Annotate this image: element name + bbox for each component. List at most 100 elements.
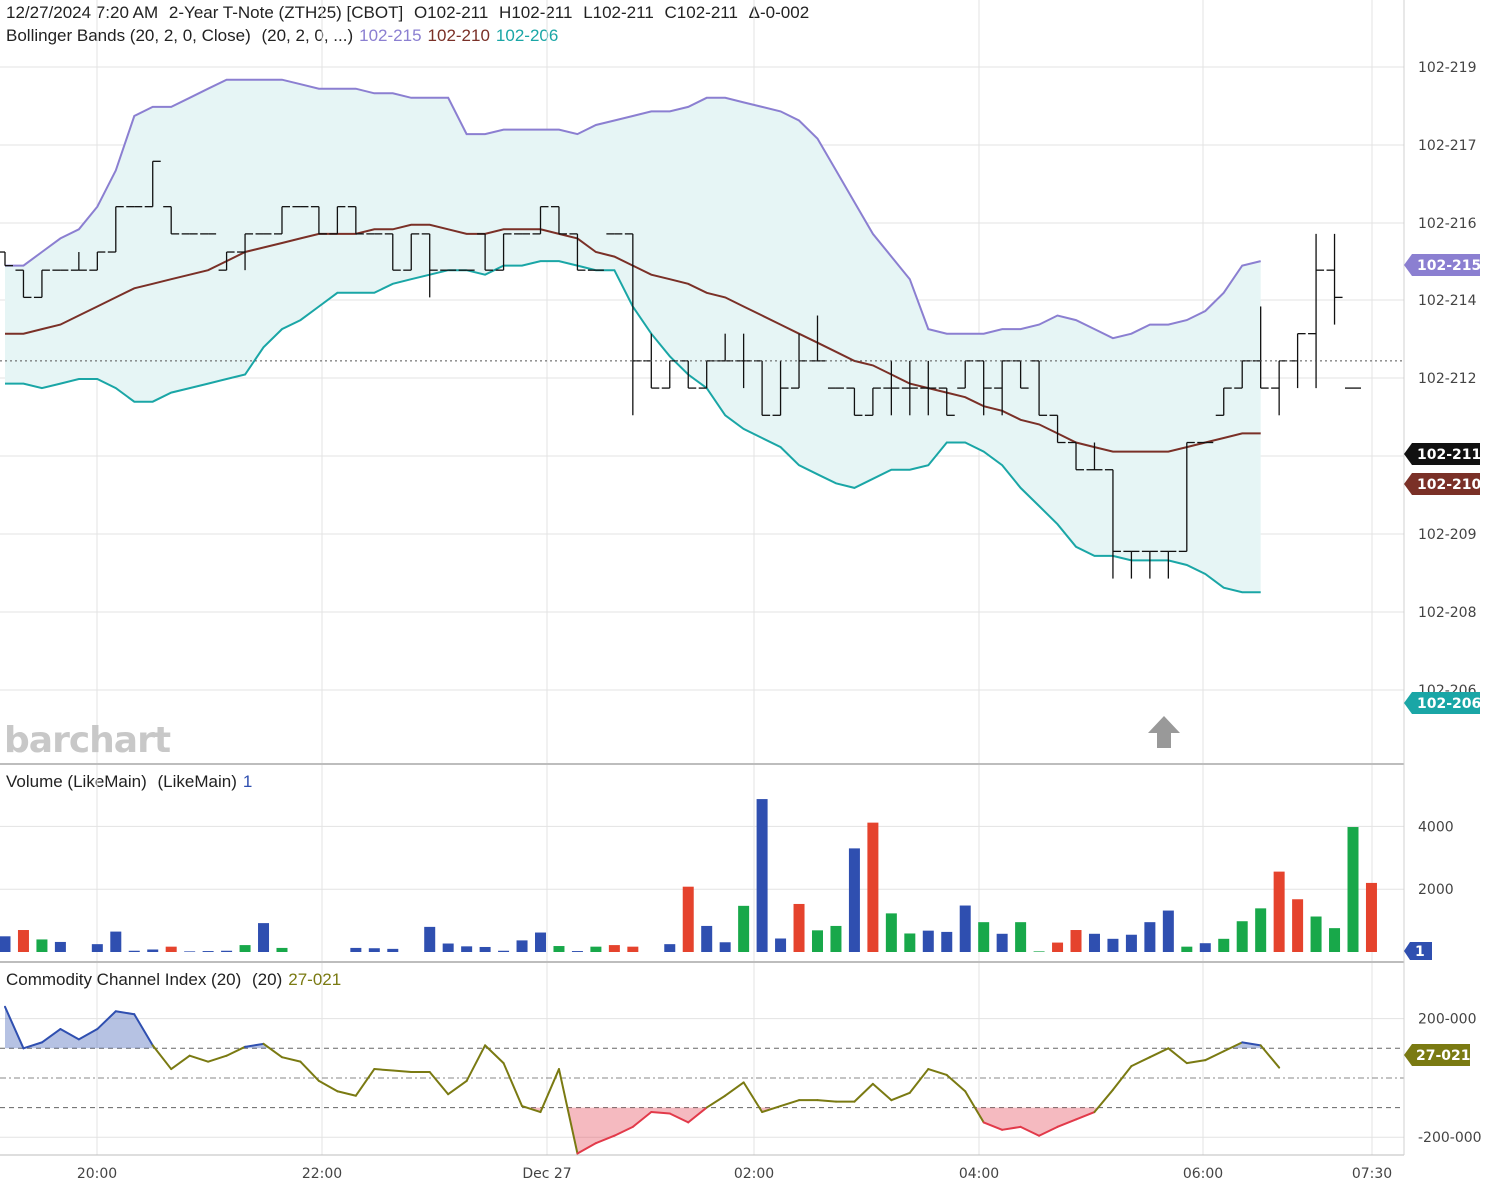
volume-bar	[830, 925, 842, 952]
svg-text:102-211: 102-211	[1417, 447, 1481, 463]
volume-bar	[1365, 882, 1377, 952]
volume-bar	[202, 951, 214, 952]
volume-bar	[479, 946, 491, 952]
cci-segment	[1001, 1125, 1022, 1131]
volume-bars	[0, 799, 1377, 952]
price-bar	[532, 206, 549, 235]
cci-segment	[133, 1013, 154, 1047]
volume-bar	[147, 949, 159, 952]
cci-segment	[908, 1068, 930, 1094]
ohlc-close: C102-211	[664, 3, 738, 22]
ohlc-open: O102-211	[413, 3, 489, 22]
cci-value: 27-021	[288, 970, 342, 989]
price-bar	[1215, 387, 1232, 416]
upper-band-badge: 102-215	[1404, 254, 1481, 276]
cci-segment	[724, 1081, 745, 1097]
cci-segment	[761, 1105, 782, 1114]
volume-bar	[608, 945, 620, 952]
volume-bar	[424, 926, 436, 952]
svg-text:102-210: 102-210	[1417, 477, 1482, 493]
volume-badge: 1	[1404, 942, 1432, 960]
cci-segment	[668, 1112, 690, 1124]
volume-bar	[387, 948, 399, 952]
price-bar	[70, 252, 87, 271]
volume-bar	[1292, 899, 1304, 952]
volume-bar	[1273, 871, 1285, 952]
volume-bar	[1218, 938, 1230, 952]
cci-segment	[336, 1090, 357, 1097]
volume-bar	[1162, 910, 1174, 952]
cci-segment	[1204, 1050, 1225, 1062]
up-arrow-icon[interactable]	[1148, 716, 1180, 748]
volume-bar	[1107, 938, 1119, 952]
price-bar	[1049, 414, 1066, 444]
price-bar	[495, 233, 512, 271]
volume-bar	[1033, 951, 1045, 952]
volume-value: 1	[242, 772, 253, 791]
volume-bar	[682, 886, 694, 952]
header-line-2[interactable]: Bollinger Bands (20, 2, 0, Close) (20, 2…	[6, 26, 564, 46]
volume-bar	[221, 950, 233, 952]
cci-segment	[447, 1079, 468, 1096]
study-name[interactable]: Bollinger Bands (20, 2, 0, Close)	[6, 26, 251, 45]
volume-tick-label: 4000	[1418, 819, 1454, 835]
cci-segment	[96, 1010, 117, 1031]
cci-segment	[945, 1073, 967, 1093]
price-bar	[883, 360, 900, 416]
cci-segment	[557, 1068, 579, 1155]
y-tick-label: 102-217	[1418, 138, 1477, 154]
price-bar	[1326, 233, 1343, 325]
cci-segment	[114, 1010, 136, 1016]
volume-bar	[1310, 916, 1322, 952]
y-tick-label: 102-209	[1418, 527, 1477, 543]
lower-band-badge: 102-206	[1404, 692, 1481, 714]
volume-bar	[1015, 922, 1027, 952]
price-bar	[1178, 441, 1195, 553]
cci-segment	[1148, 1047, 1170, 1059]
volume-bar	[1199, 943, 1211, 952]
upper-band-value: 102-215	[359, 26, 422, 45]
volume-title[interactable]: Volume (LikeMain)	[6, 772, 147, 791]
cci-segment	[59, 1028, 80, 1041]
volume-bar	[1052, 942, 1064, 952]
cci-segment	[927, 1068, 948, 1076]
cci-segment	[77, 1028, 99, 1041]
volume-bar	[36, 939, 48, 952]
ohlc-high: H102-211	[499, 3, 573, 22]
cci-segment	[428, 1071, 450, 1096]
study-params: (20, 2, 0, ...)	[261, 26, 354, 45]
volume-bar	[516, 940, 528, 952]
middle-band-value: 102-210	[427, 26, 490, 45]
x-tick-label: 02:00	[734, 1166, 774, 1182]
cci-segment	[687, 1106, 708, 1124]
cci-segment	[1241, 1041, 1262, 1047]
svg-text:102-206: 102-206	[1417, 696, 1481, 712]
cci-segment	[225, 1045, 247, 1057]
cci-pane-header[interactable]: Commodity Channel Index (20) (20) 27-021	[6, 970, 347, 990]
volume-bar	[867, 822, 879, 952]
y-tick-label: 102-214	[1418, 293, 1477, 309]
volume-bar	[1070, 930, 1082, 952]
price-bar	[1086, 442, 1103, 471]
volume-params: (LikeMain)	[157, 772, 237, 791]
cci-segment	[1111, 1065, 1133, 1091]
price-bar	[1141, 550, 1158, 579]
price-bar	[218, 251, 235, 271]
volume-bar	[627, 946, 639, 952]
volume-bar	[1144, 922, 1156, 952]
price-bar	[938, 387, 955, 416]
price-bar	[347, 206, 364, 235]
volume-bar	[1329, 928, 1341, 952]
cci-tick-label: -200-000	[1418, 1130, 1482, 1146]
svg-text:27-021: 27-021	[1416, 1048, 1471, 1064]
price-bar	[1308, 233, 1325, 389]
cci-params: (20)	[252, 970, 283, 989]
volume-bar	[17, 930, 29, 952]
price-bar	[1289, 333, 1306, 389]
price-bar	[163, 206, 180, 235]
volume-pane-header[interactable]: Volume (LikeMain) (LikeMain) 1	[6, 772, 258, 792]
cci-segment	[40, 1028, 62, 1044]
volume-bar	[1236, 921, 1248, 952]
cci-title[interactable]: Commodity Channel Index (20)	[6, 970, 242, 989]
